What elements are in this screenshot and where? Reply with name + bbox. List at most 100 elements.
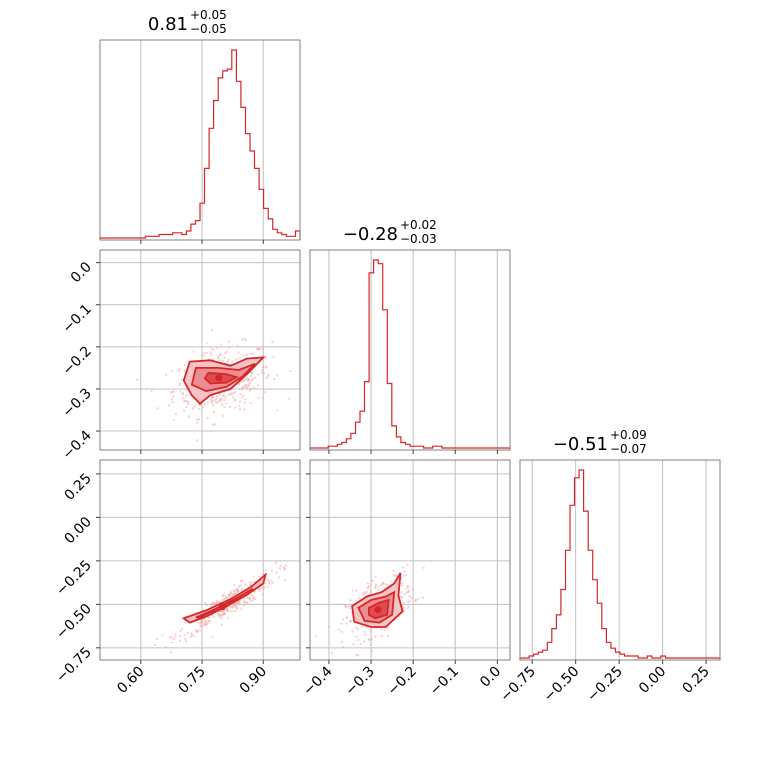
sample-point (150, 390, 153, 393)
sample-point (264, 582, 267, 585)
sample-point (237, 351, 240, 354)
sample-point (210, 347, 213, 350)
sample-point (406, 607, 409, 610)
sample-point (218, 354, 221, 357)
sample-point (232, 589, 235, 592)
sample-point (204, 618, 207, 621)
sample-point (355, 599, 358, 602)
sample-point (410, 596, 414, 600)
sample-point (255, 347, 259, 350)
sample-point (233, 391, 236, 394)
sample-point (243, 408, 246, 411)
sample-point (374, 635, 377, 638)
sample-point (225, 597, 228, 600)
sample-point (212, 603, 215, 606)
sample-point (363, 630, 366, 634)
sample-point (248, 581, 252, 584)
xtick-label-1-0: −0.4 (300, 663, 335, 698)
contour-line-1 (190, 362, 256, 393)
sample-point (216, 357, 219, 360)
sample-point (369, 591, 372, 594)
sample-point (227, 346, 231, 349)
sample-point (272, 355, 275, 358)
ytick-label-2-3: 0.00 (61, 514, 94, 547)
sample-point (262, 587, 266, 590)
sample-point (271, 341, 274, 344)
sample-point (194, 405, 197, 408)
sample-point (209, 351, 212, 354)
sample-point (219, 397, 222, 400)
sample-point (218, 359, 221, 362)
xtick-label-2-0: −0.75 (497, 664, 539, 706)
sample-point (404, 570, 407, 573)
sample-point (200, 621, 203, 625)
contour-center (218, 603, 226, 611)
sample-point (172, 419, 175, 422)
sample-point (221, 359, 224, 362)
sample-point (238, 404, 241, 407)
sample-point (273, 377, 276, 381)
sample-point (355, 635, 358, 638)
contour-center (215, 374, 223, 382)
sample-point (244, 398, 247, 401)
sample-point (202, 354, 205, 357)
sample-point (243, 401, 246, 404)
ytick-label-1-1: −0.3 (59, 385, 94, 420)
sample-point (234, 406, 237, 409)
sample-point (234, 609, 237, 613)
sample-point (225, 350, 228, 353)
sample-point (172, 395, 175, 398)
sample-point (244, 583, 247, 586)
sample-point (242, 394, 245, 397)
sample-point (400, 591, 403, 594)
sample-point (191, 407, 194, 410)
sample-point (172, 638, 175, 641)
sample-point (223, 612, 226, 615)
sample-point (377, 585, 380, 588)
sample-point (395, 574, 398, 577)
frame-2-2 (519, 459, 721, 661)
sample-point (196, 439, 199, 442)
contour-line-2 (203, 371, 240, 385)
sample-point (261, 593, 264, 596)
sample-point (195, 629, 198, 632)
sample-point (136, 378, 139, 381)
sample-point (384, 628, 387, 631)
sample-point (251, 377, 255, 380)
sample-point (355, 589, 358, 592)
sample-point (238, 602, 241, 605)
histogram-0 (99, 49, 301, 240)
sample-point (392, 569, 395, 572)
sample-point (212, 615, 216, 618)
sample-point (248, 389, 251, 392)
sample-point (226, 608, 229, 611)
sample-point (228, 393, 232, 396)
sample-point (241, 386, 244, 389)
sample-point (179, 634, 182, 638)
sample-point (206, 416, 209, 420)
sample-point (225, 402, 228, 405)
sample-point (174, 635, 177, 638)
ytick-label-1-3: −0.1 (59, 301, 94, 336)
contour-center (374, 606, 382, 614)
sample-point (185, 406, 188, 409)
sample-point (183, 637, 187, 640)
sample-point (208, 620, 211, 623)
sample-point (213, 423, 216, 426)
sample-point (245, 353, 248, 356)
sample-point (371, 579, 374, 582)
sample-point (408, 595, 411, 598)
sample-point (233, 583, 236, 586)
sample-point (182, 409, 186, 413)
sample-point (236, 587, 239, 590)
sample-point (343, 603, 346, 606)
sample-point (240, 587, 244, 590)
sample-point (241, 379, 244, 382)
sample-point (226, 393, 229, 396)
sample-point (174, 632, 177, 636)
contour-line-0 (181, 572, 267, 624)
sample-point (249, 352, 253, 356)
sample-point (260, 371, 263, 374)
sample-point (245, 386, 249, 389)
